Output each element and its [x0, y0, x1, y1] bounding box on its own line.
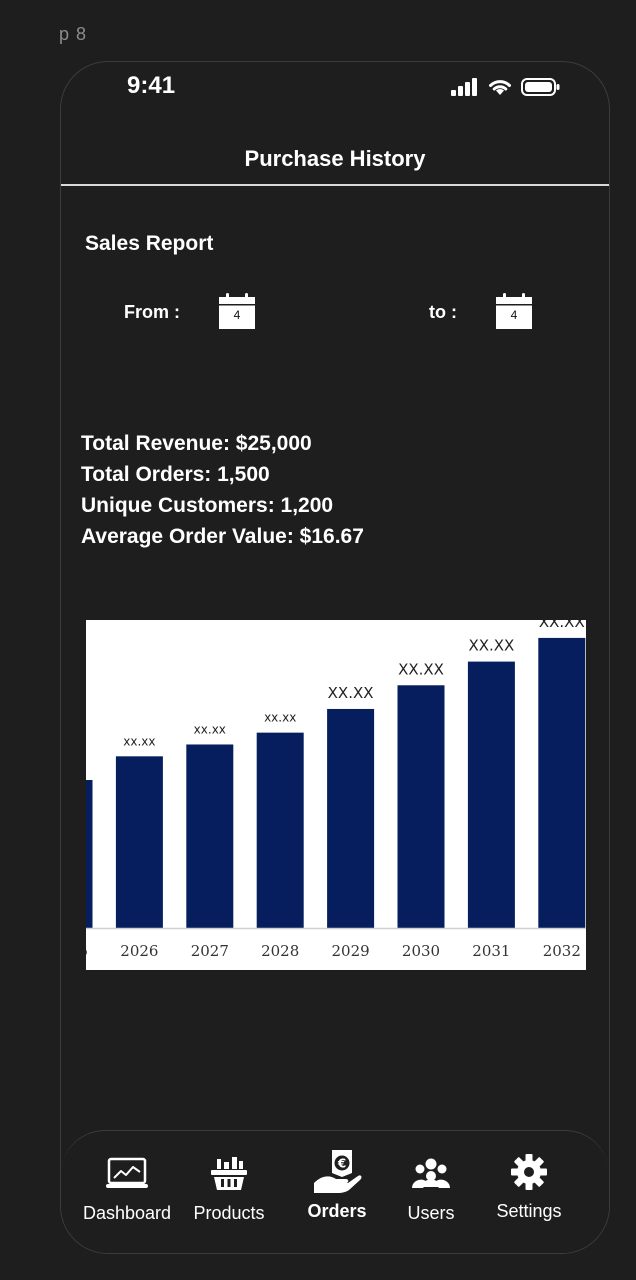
from-date-picker[interactable]: 4: [218, 292, 256, 330]
battery-icon: [521, 78, 560, 96]
from-label: From :: [124, 302, 180, 322]
tick-label-2026: 2026: [120, 942, 158, 960]
status-icons: [451, 77, 561, 97]
orders-icon: €: [312, 1149, 362, 1195]
stats-summary: Total Revenue: $25,000 Total Orders: 1,5…: [81, 428, 364, 552]
bar-2032: [538, 637, 586, 928]
nav-label-settings: Settings: [496, 1201, 562, 1221]
tick-label-2025: 2025: [86, 942, 88, 960]
frame-label: p 8: [59, 24, 88, 44]
data-label-2029: XX.XX: [328, 684, 374, 702]
svg-text:€: €: [337, 1157, 346, 1171]
bar-2031: [467, 661, 515, 928]
wifi-icon: [489, 80, 511, 95]
data-label-2031: XX.XX: [468, 637, 514, 655]
to-date-day: 4: [510, 308, 518, 322]
nav-label-dashboard: Dashboard: [82, 1203, 172, 1223]
bar-2026: [115, 756, 163, 928]
users-icon: [411, 1153, 451, 1195]
nav-item-users[interactable]: Users: [376, 1153, 486, 1224]
tick-label-2032: 2032: [543, 942, 581, 960]
tick-label-2030: 2030: [402, 942, 440, 960]
sales-bar-chart: 2025 xx.xx 2026 xx.xx 2027 xx.xx 2028 XX.XX 2029…: [86, 620, 586, 970]
products-icon: [210, 1153, 248, 1195]
calendar-icon: [219, 293, 255, 329]
signal-icon: [451, 78, 477, 96]
data-label-2027: xx.xx: [194, 722, 226, 736]
page-title: Purchase History: [244, 146, 426, 171]
nav-item-products[interactable]: Products: [174, 1153, 284, 1224]
data-label-2032: XX.XX: [539, 620, 585, 631]
data-label-2028: xx.xx: [264, 711, 296, 725]
unique-customers: Unique Customers: 1,200: [81, 494, 334, 517]
phone-screen: 9:41 Purchase History Sales Report From …: [60, 61, 610, 1254]
data-label-2030: XX.XX: [398, 660, 444, 678]
total-orders: Total Orders: 1,500: [81, 463, 270, 486]
to-label: to :: [429, 302, 457, 322]
status-time: 9:41: [127, 72, 176, 99]
settings-icon: [510, 1151, 548, 1193]
tick-label-2031: 2031: [472, 942, 510, 960]
dashboard-icon: [106, 1153, 148, 1195]
bar-2028: [256, 732, 304, 928]
tick-label-2028: 2028: [261, 942, 299, 960]
tick-label-2029: 2029: [332, 942, 370, 960]
data-label-2026: xx.xx: [123, 734, 155, 748]
calendar-icon: [496, 293, 532, 329]
bar-2025: [86, 780, 93, 928]
to-date-picker[interactable]: 4: [495, 292, 533, 330]
nav-label-users: Users: [407, 1203, 455, 1223]
total-revenue: Total Revenue: $25,000: [81, 432, 312, 455]
tick-label-2027: 2027: [191, 942, 229, 960]
bar-2030: [397, 685, 445, 928]
nav-label-products: Products: [193, 1203, 265, 1223]
sales-report-title: Sales Report: [85, 232, 214, 255]
nav-item-orders[interactable]: € Orders: [282, 1149, 392, 1222]
bar-2027: [186, 744, 234, 928]
nav-label-orders: Orders: [307, 1201, 367, 1221]
nav-item-dashboard[interactable]: Dashboard: [72, 1153, 182, 1224]
bar-2029: [327, 708, 375, 928]
chart-svg: 2025 xx.xx 2026 xx.xx 2027 xx.xx 2028 XX.XX 2029…: [86, 620, 586, 960]
from-date-day: 4: [233, 308, 241, 322]
average-order-value: Average Order Value: $16.67: [81, 525, 364, 548]
header-divider: [61, 184, 609, 186]
bottom-nav: Dashboard Products: [61, 1130, 609, 1253]
nav-item-settings[interactable]: Settings: [474, 1151, 584, 1222]
